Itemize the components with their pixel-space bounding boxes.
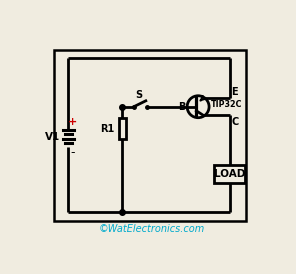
Bar	[54, 50, 246, 221]
Text: E: E	[231, 87, 238, 98]
Text: TIP32C: TIP32C	[211, 100, 242, 109]
Bar	[215, 165, 245, 183]
Text: -: -	[70, 146, 74, 159]
Text: +: +	[67, 117, 77, 127]
Text: LOAD: LOAD	[214, 169, 245, 179]
Bar	[119, 118, 126, 139]
Text: S: S	[135, 90, 142, 100]
Text: R1: R1	[100, 124, 114, 134]
Text: C: C	[231, 117, 239, 127]
Text: ©WatElectronics.com: ©WatElectronics.com	[99, 224, 205, 234]
Text: B: B	[178, 102, 186, 112]
Text: V1: V1	[45, 132, 60, 142]
Circle shape	[187, 96, 209, 118]
